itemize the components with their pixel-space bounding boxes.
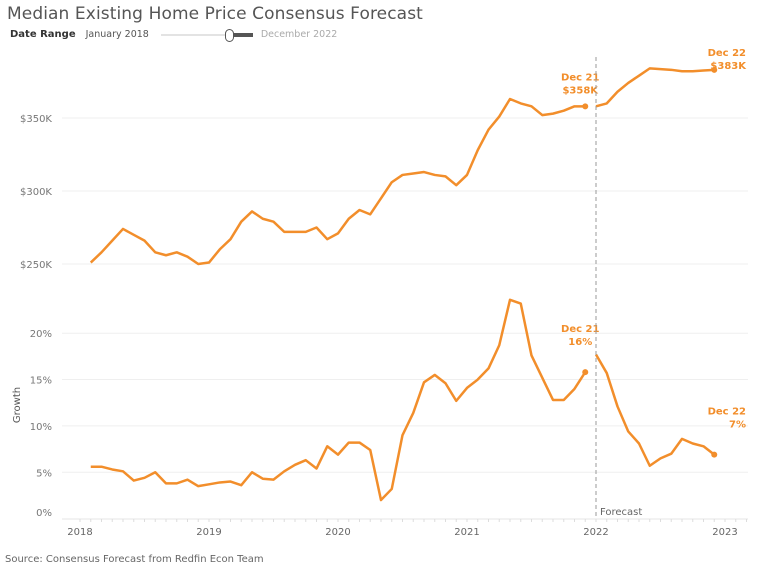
slider-track [160, 33, 253, 36]
date-range-end: December 2022 [260, 29, 338, 40]
y-tick-label: 5% [36, 468, 52, 479]
y-tick-label: 15% [30, 376, 52, 387]
x-tick-label: 2018 [67, 527, 92, 538]
y-tick-label: 0% [36, 508, 52, 519]
forecast-series-line [594, 353, 716, 468]
annotation-dec21-label: Dec 21 [561, 72, 599, 83]
page-title: Median Existing Home Price Consensus For… [7, 4, 423, 24]
date-range-slider[interactable] [160, 28, 253, 42]
slider-thumb[interactable] [224, 28, 234, 42]
actual-series-line [90, 298, 587, 502]
annotation-dec22-value: $383K [710, 61, 747, 72]
forecast-label: Forecast [600, 507, 642, 518]
slider-selected-track [230, 32, 253, 37]
actual-series-line [89, 97, 586, 266]
dec21-point [582, 103, 589, 110]
x-tick-label: 2023 [712, 527, 737, 538]
date-range-start: January 2018 [85, 29, 149, 40]
dec22-point [711, 451, 718, 458]
dec22-point [711, 66, 718, 73]
annotation-dec21-value: 16% [568, 337, 592, 348]
date-range-label: Date Range [10, 29, 76, 40]
y-tick-label: 10% [30, 422, 52, 433]
annotation-dec22-value: 7% [729, 420, 746, 431]
annotation-dec21-label: Dec 21 [561, 324, 599, 335]
y-axis-label: Growth [12, 387, 23, 423]
y-tick-label: $300K [20, 187, 52, 198]
source-note: Source: Consensus Forecast from Redfin E… [5, 554, 264, 565]
y-tick-label: $350K [20, 114, 52, 125]
forecast-series-line [595, 67, 715, 108]
annotation-dec22-label: Dec 22 [708, 407, 746, 418]
x-tick-label: 2019 [196, 527, 221, 538]
annotation-dec22-label: Dec 22 [708, 48, 746, 59]
y-tick-label: $250K [20, 260, 52, 271]
date-range-filter: Date Range January 2018 December 2022 [10, 28, 338, 42]
x-tick-label: 2022 [583, 527, 608, 538]
dec21-point [582, 369, 589, 376]
annotation-dec21-value: $358K [562, 85, 599, 96]
y-tick-label: 20% [30, 329, 52, 340]
x-tick-label: 2020 [325, 527, 350, 538]
x-tick-label: 2021 [454, 527, 479, 538]
